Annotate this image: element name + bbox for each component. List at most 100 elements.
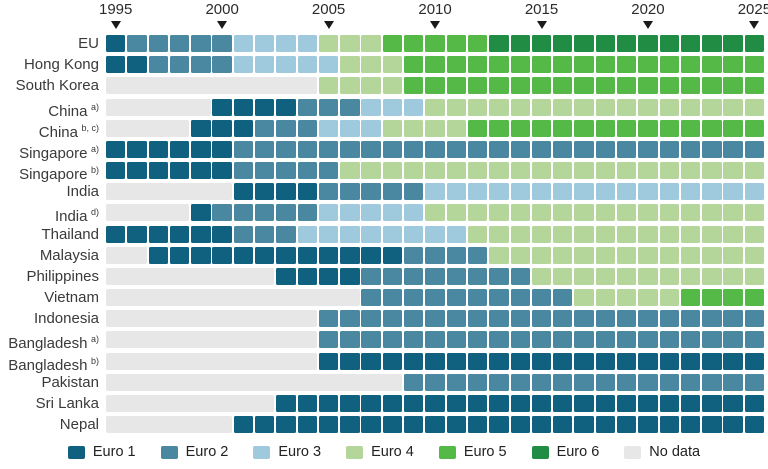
year-cell bbox=[276, 162, 296, 180]
year-cell bbox=[212, 35, 232, 52]
row-label-bangladesh: Bangladesh b) bbox=[0, 352, 99, 375]
year-cell bbox=[616, 162, 637, 180]
year-cell bbox=[233, 140, 254, 158]
year-cell bbox=[531, 352, 552, 370]
year-cell bbox=[446, 77, 467, 95]
year-cell bbox=[638, 394, 658, 412]
year-cell bbox=[255, 35, 275, 52]
year-cell bbox=[659, 204, 679, 222]
year-cell bbox=[595, 267, 616, 285]
year-cell bbox=[318, 331, 339, 349]
year-cell bbox=[574, 310, 594, 328]
year-cell bbox=[659, 56, 679, 74]
year-cell bbox=[595, 183, 616, 201]
year-cell bbox=[425, 267, 445, 285]
legend-item: Euro 6 bbox=[531, 444, 599, 461]
year-cell bbox=[467, 310, 488, 328]
year-cell bbox=[702, 352, 722, 370]
no-data-bar bbox=[106, 119, 190, 137]
year-cell bbox=[467, 162, 488, 180]
legend-item: Euro 3 bbox=[253, 444, 321, 461]
year-cell bbox=[744, 98, 765, 116]
year-cell bbox=[574, 77, 594, 95]
year-cell bbox=[553, 331, 573, 349]
year-cell bbox=[425, 77, 445, 95]
legend-item: Euro 1 bbox=[67, 444, 136, 461]
year-cell bbox=[638, 416, 658, 434]
year-cell bbox=[382, 352, 403, 370]
year-cell bbox=[680, 352, 701, 370]
year-cell bbox=[446, 225, 467, 243]
year-cell bbox=[404, 310, 424, 328]
year-cell bbox=[467, 394, 488, 412]
year-cell bbox=[340, 246, 360, 264]
year-cell bbox=[361, 246, 381, 264]
year-cell bbox=[382, 98, 403, 116]
axis-year-label: 2020 bbox=[631, 1, 665, 18]
year-cell bbox=[574, 140, 594, 158]
year-cell bbox=[553, 394, 573, 412]
year-cell bbox=[467, 331, 488, 349]
year-cell bbox=[574, 416, 594, 434]
legend-label: Euro 4 bbox=[371, 444, 414, 460]
year-cell bbox=[425, 225, 445, 243]
year-cell bbox=[553, 204, 573, 222]
year-cell bbox=[553, 140, 573, 158]
year-cell bbox=[574, 246, 594, 264]
year-cell bbox=[616, 267, 637, 285]
year-cell bbox=[233, 119, 254, 137]
row-label-philippines: Philippines bbox=[0, 267, 99, 286]
year-cell bbox=[638, 35, 658, 52]
year-cell bbox=[382, 56, 403, 74]
year-cell bbox=[659, 352, 679, 370]
year-cell bbox=[510, 267, 530, 285]
year-cell bbox=[233, 246, 254, 264]
row-label-footnote: b) bbox=[88, 355, 99, 366]
year-cell bbox=[276, 416, 296, 434]
year-cell bbox=[297, 162, 317, 180]
year-cell bbox=[723, 98, 743, 116]
year-cell bbox=[723, 77, 743, 95]
year-cell bbox=[723, 394, 743, 412]
legend-label: Euro 1 bbox=[92, 444, 136, 460]
year-cell bbox=[382, 77, 403, 95]
year-cell bbox=[680, 246, 701, 264]
year-cell bbox=[744, 352, 765, 370]
year-cell bbox=[744, 162, 765, 180]
year-cell bbox=[531, 183, 552, 201]
row-label-text: Hong Kong bbox=[23, 56, 99, 74]
year-cell bbox=[318, 225, 339, 243]
year-cell bbox=[489, 246, 509, 264]
year-cell bbox=[425, 331, 445, 349]
year-cell bbox=[233, 162, 254, 180]
year-cell bbox=[340, 162, 360, 180]
legend-label: Euro 5 bbox=[463, 444, 507, 460]
row-label-footnote: b, c) bbox=[78, 122, 99, 133]
year-cell bbox=[361, 331, 381, 349]
year-cell bbox=[553, 352, 573, 370]
year-cell bbox=[446, 373, 467, 391]
year-cell bbox=[616, 225, 637, 243]
year-cell bbox=[425, 352, 445, 370]
year-cell bbox=[744, 331, 765, 349]
year-cell bbox=[638, 77, 658, 95]
year-cell bbox=[638, 331, 658, 349]
year-cell bbox=[723, 204, 743, 222]
year-cell bbox=[553, 98, 573, 116]
year-cell bbox=[638, 119, 658, 137]
row-label-bangladesh: Bangladesh a) bbox=[0, 330, 99, 353]
year-cell bbox=[744, 246, 765, 264]
axis-year-label: 1995 bbox=[99, 1, 133, 18]
legend-label: Euro 3 bbox=[278, 444, 322, 460]
year-cell bbox=[723, 119, 743, 137]
year-cell bbox=[595, 416, 616, 434]
year-cell bbox=[276, 394, 296, 412]
year-cell bbox=[553, 373, 573, 391]
row-label-china: China b, c) bbox=[0, 119, 99, 142]
year-cell bbox=[340, 204, 360, 222]
year-cell bbox=[404, 119, 424, 137]
year-cell bbox=[127, 35, 147, 52]
year-cell bbox=[361, 98, 381, 116]
row-label-sri-lanka: Sri Lanka bbox=[0, 394, 99, 413]
year-cell bbox=[702, 289, 722, 307]
